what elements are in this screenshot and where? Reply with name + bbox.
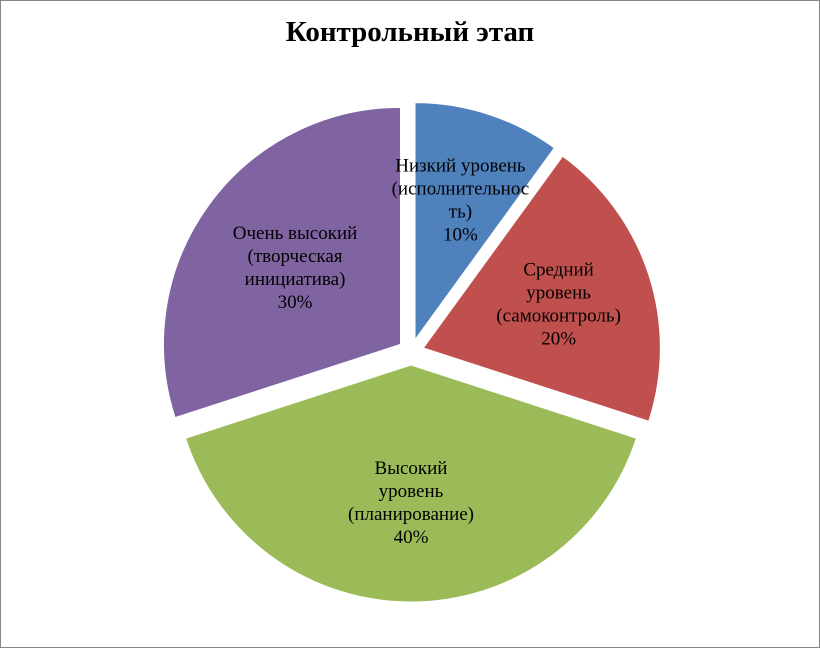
slice-label-line: 30% xyxy=(278,292,313,313)
pie-slice xyxy=(422,155,661,422)
slice-label-line: 10% xyxy=(443,224,478,245)
chart-title: Контрольный этап xyxy=(285,16,535,48)
slice-label-line: 20% xyxy=(541,329,576,350)
pie-slice xyxy=(162,106,401,419)
slice-label: Низкий уровень (исполнительнос ть) 10% xyxy=(392,155,530,245)
pie-slices xyxy=(162,102,661,603)
slice-label-line: (самоконтроль) xyxy=(496,306,621,327)
slice-label-line: (творческая xyxy=(248,246,343,267)
slice-label-line: ть) xyxy=(449,201,472,222)
slice-label-line: инициатива) xyxy=(245,269,346,290)
slice-label-line: уровень xyxy=(526,283,591,304)
slice-label-line: (исполнительнос xyxy=(392,178,530,199)
slice-label-line: Низкий уровень xyxy=(395,155,526,176)
slice-label: Очень высокий (творческая инициатива) 30% xyxy=(233,223,358,313)
slice-label-line: 40% xyxy=(394,527,429,548)
slice-label: Высокий уровень (планирование) 40% xyxy=(348,458,474,548)
slice-label-line: Средний xyxy=(523,260,594,281)
pie-labels: Низкий уровень (исполнительнос ть) 10% Средн… xyxy=(233,155,621,548)
slice-label-line: Высокий xyxy=(375,458,448,479)
slice-label-line: уровень xyxy=(379,481,444,502)
slice-label-line: Очень высокий xyxy=(233,223,358,244)
pie-slice xyxy=(184,364,638,603)
slice-label: Средний уровень (самоконтроль) 20% xyxy=(496,260,621,350)
pie-slice xyxy=(414,102,556,342)
slice-label-line: (планирование) xyxy=(348,504,474,525)
